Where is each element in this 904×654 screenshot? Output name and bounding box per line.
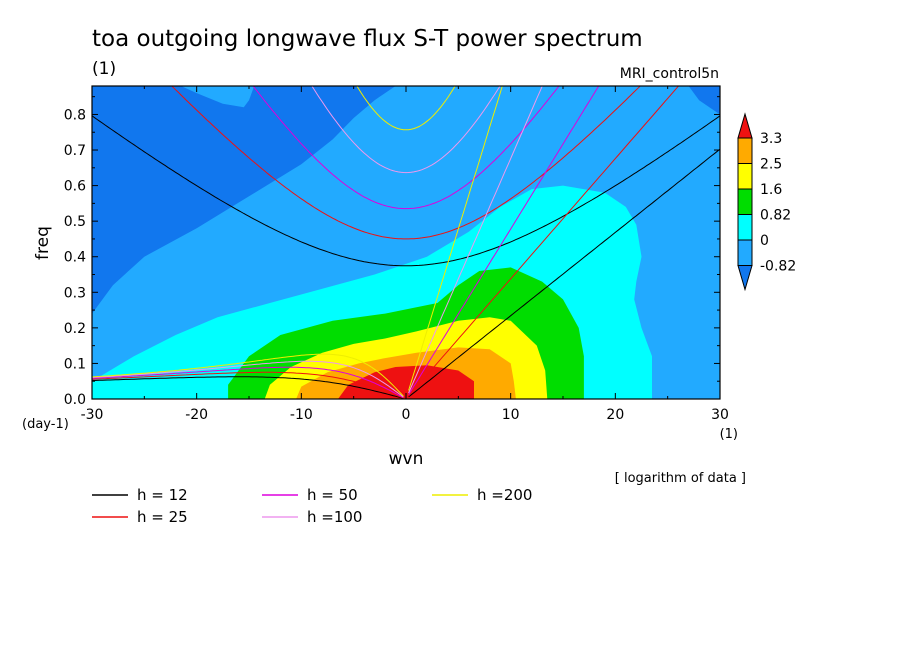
- colorbar-label: 0.82: [760, 208, 791, 224]
- dispersion-curve-segment: [92, 366, 404, 399]
- y-tick-label: 0.8: [64, 107, 86, 123]
- legend-label: h =200: [477, 486, 532, 504]
- legend-entry: h = 25: [92, 508, 188, 526]
- colorbar-segment: [737, 239, 753, 266]
- dispersion-curve-h12: [92, 115, 720, 399]
- colorbar-segment: [737, 163, 753, 190]
- legend-entry: h =100: [262, 508, 362, 526]
- y-tick-label: 0.6: [64, 179, 86, 195]
- x-tick-label: -30: [81, 407, 104, 423]
- dispersion-curve-segment: [252, 86, 560, 210]
- dispersion-curve-segment: [408, 86, 600, 395]
- dispersion-curve-segment: [408, 148, 720, 398]
- dispersion-curve-segment: [92, 371, 404, 399]
- y-tick-label: 0.5: [64, 214, 86, 230]
- dispersion-curve-segment: [408, 86, 503, 391]
- x-axis: -30 -20 -10 0 10 20 30: [81, 86, 729, 423]
- colorbar-label: -0.82: [760, 259, 796, 275]
- legend-label: h = 50: [307, 486, 358, 504]
- y-tick-label: 0.4: [64, 250, 86, 266]
- x-axis-label: wvn: [389, 449, 424, 469]
- dispersion-curve-segment: [356, 86, 456, 131]
- dispersion-curves: [92, 86, 720, 399]
- dispersion-curve-segment: [92, 376, 404, 399]
- colorbar-label: 3.3: [760, 131, 782, 147]
- y-tick-label: 0.1: [64, 356, 86, 372]
- y-unit-label: (day-1): [22, 417, 69, 432]
- colorbar-segment: [737, 214, 753, 241]
- dispersion-curve-segment: [92, 360, 404, 398]
- x-unit-label: (1): [720, 427, 738, 442]
- contour-fills: [92, 86, 720, 399]
- colorbar-segment: [737, 137, 753, 164]
- y-tick-label: 0.3: [64, 285, 86, 301]
- x-tick-label: -20: [185, 407, 208, 423]
- chart-subtitle: MRI_control5n: [620, 66, 719, 82]
- legend-label: h =100: [307, 508, 362, 526]
- data-note: [ logarithm of data ]: [615, 471, 746, 486]
- contour-level-1-patch: [181, 86, 255, 108]
- colorbar-label: 1.6: [760, 182, 782, 198]
- y-tick-label: 0.7: [64, 143, 86, 159]
- legend-entry: h =200: [432, 486, 532, 504]
- y-tick-label: 0.0: [64, 392, 86, 408]
- dispersion-curve-h25: [92, 86, 680, 399]
- dispersion-curve-segment: [408, 86, 543, 394]
- dispersion-curve-segment: [408, 86, 680, 397]
- dispersion-curve-segment: [92, 115, 720, 267]
- y-axis: 0.0 0.1 0.2 0.3 0.4 0.5 0.6 0.7 0.8: [64, 96, 720, 408]
- legend-entry: h = 50: [262, 486, 358, 504]
- dispersion-curve-segment: [171, 86, 641, 240]
- y-tick-label: 0.2: [64, 321, 86, 337]
- y-unit-top: (1): [92, 59, 116, 79]
- colorbar-label: 2.5: [760, 157, 782, 173]
- x-tick-label: -10: [290, 407, 313, 423]
- legend-entry: h = 12: [92, 486, 188, 504]
- dispersion-curve-h50: [92, 86, 600, 399]
- colorbar: 3.3 2.5 1.6 0.82 0 -0.82: [737, 112, 796, 292]
- colorbar-segment: [737, 188, 753, 215]
- dispersion-curve-h100: [92, 86, 543, 398]
- dispersion-curve-h200: [92, 86, 503, 397]
- legend-label: h = 25: [137, 508, 188, 526]
- plot-area: [92, 86, 720, 399]
- dispersion-curve-segment: [311, 86, 501, 174]
- y-axis-label: freq: [33, 226, 53, 260]
- legend-label: h = 12: [137, 486, 188, 504]
- chart-title: toa outgoing longwave flux S-T power spe…: [92, 26, 643, 52]
- dispersion-curve-segment: [92, 353, 404, 397]
- x-tick-label: 10: [502, 407, 520, 423]
- x-tick-label: 30: [711, 407, 729, 423]
- legend: h = 12 h = 25 h = 50 h =100 h =200: [92, 486, 532, 526]
- colorbar-label: 0: [760, 233, 769, 249]
- x-tick-label: 0: [402, 407, 411, 423]
- colorbar-top-arrow: [737, 112, 753, 139]
- colorbar-bottom-arrow: [737, 265, 753, 292]
- x-tick-label: 20: [606, 407, 624, 423]
